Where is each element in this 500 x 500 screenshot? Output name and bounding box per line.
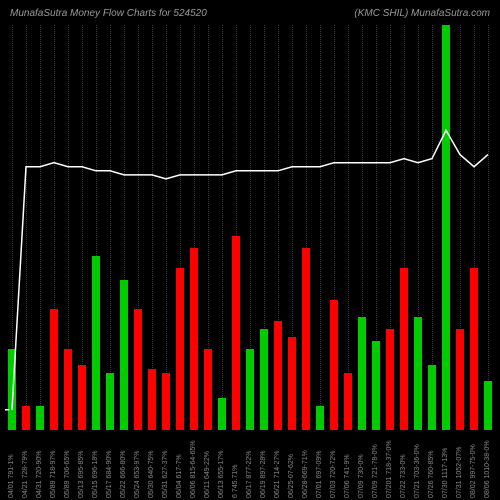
- x-axis-label: 06/25-07-62%: [288, 433, 295, 498]
- header-left: MunafaSutra Money Flow Charts for 524520: [10, 8, 207, 19]
- volume-bar: [176, 268, 184, 430]
- x-axis-label: 07/31 1052-07%: [456, 433, 463, 498]
- x-axis-label: 05/31 627-37%: [162, 433, 169, 498]
- x-axis-labels: 04/01 791-1% 04/21 728-79% 04/31 720-90% 05…: [5, 432, 495, 500]
- x-axis-label: 04/31 720-90%: [36, 433, 43, 498]
- volume-bar: [148, 369, 156, 430]
- volume-bar: [484, 381, 492, 430]
- volume-bar: [246, 349, 254, 430]
- x-axis-label: 07/30 1117-13%: [442, 433, 449, 498]
- x-axis-label: 06/11 649-22%: [204, 433, 211, 498]
- volume-bar: [204, 349, 212, 430]
- x-axis-label: 06/13 655-17%: [218, 433, 225, 498]
- x-axis-label: 04/21 728-79%: [22, 433, 29, 498]
- volume-bar: [64, 349, 72, 430]
- volume-bar: [106, 373, 114, 430]
- chart-header: MunafaSutra Money Flow Charts for 524520…: [0, 8, 500, 19]
- volume-bar: [330, 300, 338, 430]
- volume-bar: [372, 341, 380, 430]
- x-axis-label: 07/09 721-78-0%: [372, 433, 379, 498]
- x-axis-label: 05/15 696-18%: [92, 433, 99, 498]
- x-axis-label: 06/17 877-22%: [246, 433, 253, 498]
- x-axis-label: 06/28-669-71%: [302, 433, 309, 498]
- x-axis-label: 06/19 897-28%: [260, 433, 267, 498]
- x-axis-label: 06/04 617-7%: [176, 433, 183, 498]
- x-axis-label: 05/89 706-65%: [64, 433, 71, 498]
- x-axis-label: 07/03 720-72%: [330, 433, 337, 498]
- x-axis-label: 07/201 718-37-0%: [386, 433, 393, 498]
- volume-bar: [232, 236, 240, 430]
- x-axis-label: 05/24 653-97%: [134, 433, 141, 498]
- volume-bar: [442, 25, 450, 430]
- volume-bar: [22, 406, 30, 430]
- bars-container: [5, 25, 495, 430]
- header-right: (KMC SHIL) MunafaSutra.com: [354, 8, 490, 19]
- volume-bar: [120, 280, 128, 430]
- x-axis-label: 08/02 997-75-0%: [470, 433, 477, 498]
- volume-bar: [316, 406, 324, 430]
- volume-bar: [260, 329, 268, 430]
- x-axis-label: 07/09 730-0%: [358, 433, 365, 498]
- volume-bar: [78, 365, 86, 430]
- volume-bar: [190, 248, 198, 430]
- x-axis-label: 07/06 741-9%: [344, 433, 351, 498]
- volume-bar: [386, 329, 394, 430]
- volume-bar: [36, 406, 44, 430]
- volume-bar: [288, 337, 296, 430]
- volume-bar: [134, 309, 142, 431]
- x-axis-label: 05/17 684-90%: [106, 433, 113, 498]
- x-axis-label: 04/01 791-1%: [8, 433, 15, 498]
- volume-bar: [92, 256, 100, 430]
- volume-bar: [302, 248, 310, 430]
- x-axis-label: 07/22 733-0%: [400, 433, 407, 498]
- x-axis-label: 07/21 703-36-0%: [414, 433, 421, 498]
- volume-bar: [456, 329, 464, 430]
- volume-bar: [428, 365, 436, 430]
- volume-bar: [218, 398, 226, 430]
- x-axis-label: 07/01 697-09%: [316, 433, 323, 498]
- volume-bar: [274, 321, 282, 430]
- volume-bar: [344, 373, 352, 430]
- volume-bar: [470, 268, 478, 430]
- x-axis-label: 06/06 815-64-65%: [190, 433, 197, 498]
- volume-bar: [162, 373, 170, 430]
- x-axis-label: 05/30 640-75%: [148, 433, 155, 498]
- chart-area: [5, 25, 495, 430]
- volume-bar: [400, 268, 408, 430]
- volume-bar: [8, 349, 16, 430]
- volume-bar: [358, 317, 366, 430]
- x-axis-label: 07/26 760-85%: [428, 433, 435, 498]
- x-axis-label: 05/89 718-97%: [50, 433, 57, 498]
- volume-bar: [414, 317, 422, 430]
- x-axis-label: 05/22 666-80%: [120, 433, 127, 498]
- x-axis-label: 6 745.71%: [232, 433, 239, 498]
- x-axis-label: 05/13 695-85%: [78, 433, 85, 498]
- x-axis-label: 06/21 714-27%: [274, 433, 281, 498]
- volume-bar: [50, 309, 58, 431]
- x-axis-label: 08/06 1010-38-0%: [484, 433, 491, 498]
